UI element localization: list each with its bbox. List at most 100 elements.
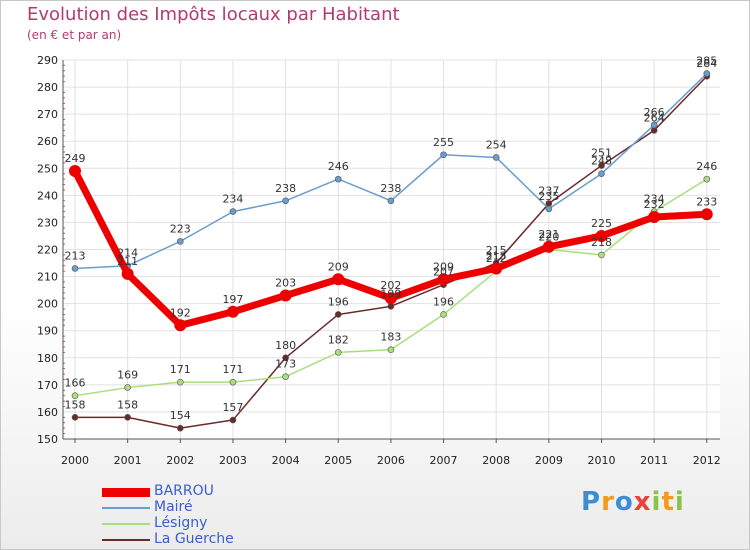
y-tick-label: 220 bbox=[37, 244, 58, 257]
data-label: 192 bbox=[170, 306, 191, 319]
legend-item: Lésigny bbox=[102, 515, 302, 532]
logo-letter: i bbox=[674, 487, 685, 517]
data-label: 166 bbox=[65, 377, 86, 390]
data-label: 173 bbox=[275, 358, 296, 371]
data-point bbox=[229, 416, 237, 424]
legend-item: Mairé bbox=[102, 499, 302, 516]
data-label: 214 bbox=[117, 247, 138, 260]
proxiti-logo: Proxiti bbox=[581, 487, 685, 517]
x-tick-label: 2011 bbox=[640, 454, 668, 467]
legend-label: Lésigny bbox=[154, 515, 208, 531]
data-label: 197 bbox=[222, 293, 243, 306]
data-point bbox=[121, 267, 134, 280]
data-label: 207 bbox=[433, 266, 454, 279]
data-label: 213 bbox=[486, 249, 507, 262]
data-point bbox=[334, 311, 342, 318]
data-label: 285 bbox=[696, 55, 717, 68]
data-point bbox=[229, 378, 237, 386]
data-label: 225 bbox=[591, 217, 612, 230]
legend-swatch bbox=[102, 539, 150, 541]
data-label: 233 bbox=[696, 195, 717, 208]
data-point bbox=[700, 208, 713, 221]
series-layer bbox=[69, 70, 713, 432]
logo-letter: t bbox=[661, 487, 675, 517]
data-label: 212 bbox=[486, 252, 507, 265]
data-point bbox=[492, 154, 500, 161]
data-point bbox=[71, 392, 79, 399]
x-tick-label: 2005 bbox=[324, 454, 352, 467]
x-tick-label: 2009 bbox=[535, 454, 563, 467]
data-label: 248 bbox=[591, 155, 612, 168]
data-point bbox=[71, 414, 79, 421]
data-point bbox=[282, 373, 289, 381]
data-label: 232 bbox=[644, 198, 665, 211]
data-point bbox=[437, 273, 450, 286]
data-point bbox=[387, 197, 395, 205]
data-point bbox=[282, 354, 289, 362]
chart-title: Evolution des Impôts locaux par Habitant bbox=[27, 4, 400, 25]
y-tick-label: 230 bbox=[37, 216, 58, 229]
data-point bbox=[387, 303, 395, 310]
data-label: 238 bbox=[380, 182, 401, 195]
chart-subtitle: (en € et par an) bbox=[27, 28, 122, 42]
x-tick-label: 2010 bbox=[588, 454, 616, 467]
data-point bbox=[124, 384, 131, 391]
legend-item: BARROU bbox=[102, 483, 302, 500]
data-label: 158 bbox=[65, 398, 86, 411]
data-point bbox=[598, 170, 605, 177]
data-label: 157 bbox=[222, 401, 243, 414]
legend: BARROU Mairé Lésigny La Guerche bbox=[102, 483, 302, 548]
y-tick-label: 170 bbox=[37, 379, 58, 392]
logo-letter: i bbox=[651, 487, 662, 517]
y-tick-label: 280 bbox=[37, 81, 58, 94]
data-point bbox=[703, 175, 711, 183]
legend-swatch bbox=[102, 523, 150, 525]
x-tick-label: 2002 bbox=[166, 454, 194, 467]
data-label: 180 bbox=[275, 339, 296, 352]
y-tick-label: 270 bbox=[37, 108, 58, 121]
data-point bbox=[334, 349, 342, 356]
data-label: 209 bbox=[328, 260, 349, 273]
y-tick-label: 150 bbox=[37, 433, 58, 446]
data-point bbox=[124, 414, 131, 421]
data-point bbox=[440, 311, 447, 318]
data-label: 196 bbox=[328, 295, 349, 308]
y-tick-label: 180 bbox=[37, 352, 58, 365]
legend-label: Mairé bbox=[154, 499, 193, 515]
data-point bbox=[177, 238, 184, 245]
legend-swatch bbox=[102, 487, 150, 497]
x-tick-label: 2003 bbox=[219, 454, 247, 467]
logo-letter: P bbox=[581, 487, 602, 517]
data-point bbox=[387, 346, 395, 353]
data-label: 211 bbox=[117, 255, 138, 268]
data-label: 213 bbox=[65, 249, 86, 262]
data-label: 246 bbox=[696, 160, 717, 173]
data-label: 238 bbox=[275, 182, 296, 195]
data-label: 234 bbox=[222, 193, 243, 206]
data-label: 158 bbox=[117, 398, 138, 411]
x-tick-label: 2008 bbox=[482, 454, 510, 467]
data-point bbox=[595, 229, 608, 242]
legend-label: BARROU bbox=[154, 483, 214, 499]
x-tick-label: 2006 bbox=[377, 454, 405, 467]
y-tick-label: 240 bbox=[37, 189, 58, 202]
y-tick-label: 250 bbox=[37, 162, 58, 175]
data-point bbox=[229, 208, 237, 215]
data-label: 266 bbox=[644, 106, 665, 119]
data-label-layer: 158 158 154 157 180 196 199 207 215 237 251 264 284 1… bbox=[65, 55, 718, 423]
data-label: 234 bbox=[644, 193, 665, 206]
data-label: 246 bbox=[328, 160, 349, 173]
x-tick-label: 2007 bbox=[430, 454, 458, 467]
y-tick-label: 190 bbox=[37, 325, 58, 338]
data-point bbox=[279, 289, 292, 302]
grid-layer bbox=[63, 59, 720, 440]
data-point bbox=[71, 265, 79, 272]
data-point bbox=[650, 121, 658, 129]
y-tick-label: 200 bbox=[37, 298, 58, 311]
data-label: 171 bbox=[222, 363, 243, 376]
axis-layer: 150 160 170 180 190 200 210 220 230 240 250 260 270 2… bbox=[37, 54, 721, 467]
data-label: 264 bbox=[644, 111, 665, 124]
data-point bbox=[174, 319, 187, 332]
data-label: 237 bbox=[538, 184, 559, 197]
x-tick-label: 2012 bbox=[693, 454, 721, 467]
